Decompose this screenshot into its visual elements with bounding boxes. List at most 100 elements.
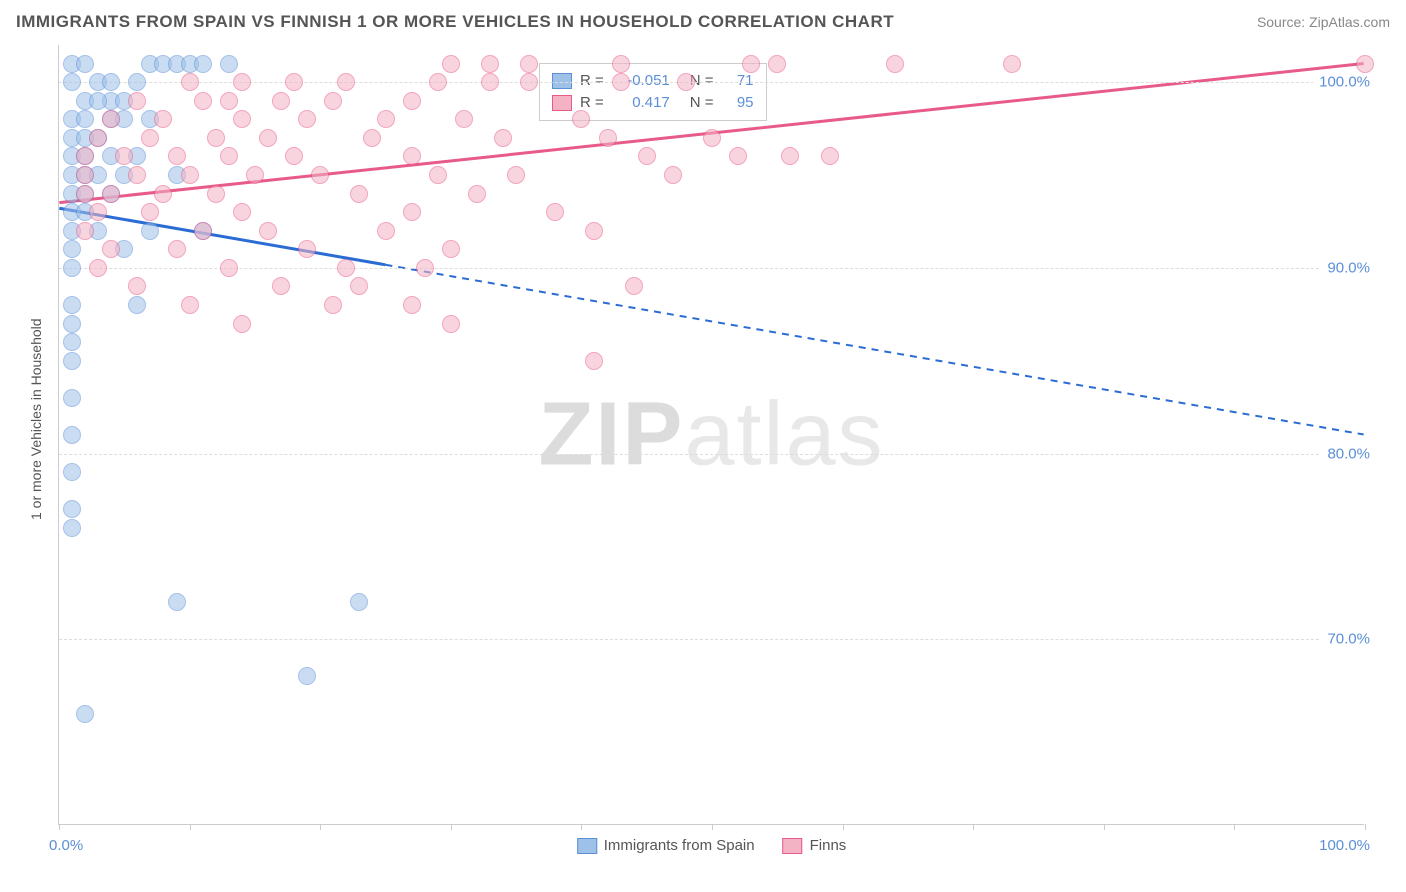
data-point [585, 222, 603, 240]
data-point [298, 667, 316, 685]
x-tick [1365, 824, 1366, 830]
data-point [63, 315, 81, 333]
data-point [220, 55, 238, 73]
data-point [63, 500, 81, 518]
chart-title: IMMIGRANTS FROM SPAIN VS FINNISH 1 OR MO… [16, 12, 894, 32]
data-point [128, 277, 146, 295]
gridline [59, 454, 1364, 455]
gridline [59, 82, 1364, 83]
data-point [442, 240, 460, 258]
data-point [1356, 55, 1374, 73]
data-point [89, 259, 107, 277]
data-point [259, 129, 277, 147]
data-point [324, 92, 342, 110]
x-tick [973, 824, 974, 830]
x-tick [581, 824, 582, 830]
data-point [599, 129, 617, 147]
data-point [141, 222, 159, 240]
data-point [63, 463, 81, 481]
y-tick-label: 70.0% [1321, 631, 1370, 648]
y-axis-title: 1 or more Vehicles in Household [28, 318, 44, 520]
data-point [821, 147, 839, 165]
data-point [168, 593, 186, 611]
x-tick [451, 824, 452, 830]
data-point [102, 240, 120, 258]
data-point [768, 55, 786, 73]
data-point [76, 166, 94, 184]
data-point [403, 203, 421, 221]
data-point [259, 222, 277, 240]
data-point [128, 296, 146, 314]
legend-swatch [783, 838, 803, 854]
data-point [337, 259, 355, 277]
data-point [233, 73, 251, 91]
data-point [194, 222, 212, 240]
y-tick-label: 100.0% [1313, 74, 1370, 91]
legend-n-label: N = [690, 92, 714, 114]
data-point [337, 73, 355, 91]
data-point [350, 277, 368, 295]
data-point [572, 110, 590, 128]
data-point [324, 296, 342, 314]
legend-swatch [552, 73, 572, 89]
bottom-legend: Immigrants from SpainFinns [577, 837, 847, 854]
data-point [442, 315, 460, 333]
data-point [154, 185, 172, 203]
data-point [89, 203, 107, 221]
data-point [781, 147, 799, 165]
x-axis-max-label: 100.0% [1319, 837, 1370, 854]
data-point [102, 185, 120, 203]
data-point [154, 110, 172, 128]
x-axis-min-label: 0.0% [49, 837, 83, 854]
data-point [76, 185, 94, 203]
watermark-atlas: atlas [684, 384, 884, 484]
x-tick [59, 824, 60, 830]
legend-r-label: R = [580, 70, 604, 92]
gridline [59, 639, 1364, 640]
legend-r-value: 0.417 [616, 92, 670, 114]
data-point [455, 110, 473, 128]
data-point [115, 147, 133, 165]
data-point [403, 92, 421, 110]
data-point [89, 92, 107, 110]
data-point [63, 389, 81, 407]
data-point [729, 147, 747, 165]
data-point [220, 92, 238, 110]
x-tick [320, 824, 321, 830]
data-point [742, 55, 760, 73]
watermark: ZIPatlas [538, 383, 884, 486]
data-point [128, 166, 146, 184]
data-point [546, 203, 564, 221]
data-point [481, 73, 499, 91]
data-point [89, 129, 107, 147]
data-point [181, 296, 199, 314]
data-point [128, 92, 146, 110]
legend-swatch [577, 838, 597, 854]
data-point [429, 166, 447, 184]
data-point [272, 92, 290, 110]
data-point [272, 277, 290, 295]
y-tick-label: 80.0% [1321, 445, 1370, 462]
data-point [181, 73, 199, 91]
data-point [429, 73, 447, 91]
data-point [442, 55, 460, 73]
data-point [233, 315, 251, 333]
data-point [246, 166, 264, 184]
data-point [481, 55, 499, 73]
x-tick [1104, 824, 1105, 830]
data-point [76, 55, 94, 73]
x-tick [190, 824, 191, 830]
data-point [612, 73, 630, 91]
data-point [63, 426, 81, 444]
x-tick [1234, 824, 1235, 830]
data-point [298, 110, 316, 128]
chart-plot-area: ZIPatlas R =-0.051N =71R =0.417N =95 0.0… [58, 45, 1364, 825]
data-point [507, 166, 525, 184]
data-point [311, 166, 329, 184]
data-point [168, 147, 186, 165]
data-point [494, 129, 512, 147]
data-point [350, 185, 368, 203]
data-point [468, 185, 486, 203]
x-tick [712, 824, 713, 830]
data-point [377, 222, 395, 240]
